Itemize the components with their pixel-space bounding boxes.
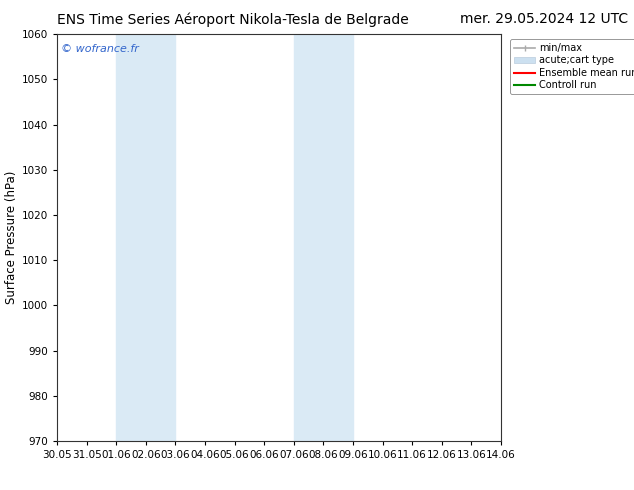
Text: ENS Time Series Aéroport Nikola-Tesla de Belgrade: ENS Time Series Aéroport Nikola-Tesla de… (57, 12, 409, 27)
Bar (116, 34, 146, 441)
Bar (146, 34, 176, 441)
Bar (294, 34, 323, 441)
Text: © wofrance.fr: © wofrance.fr (61, 45, 139, 54)
Text: mer. 29.05.2024 12 UTC: mer. 29.05.2024 12 UTC (460, 12, 628, 26)
Y-axis label: Surface Pressure (hPa): Surface Pressure (hPa) (4, 171, 18, 304)
Legend: min/max, acute;cart type, Ensemble mean run, Controll run: min/max, acute;cart type, Ensemble mean … (510, 39, 634, 94)
Bar (323, 34, 353, 441)
